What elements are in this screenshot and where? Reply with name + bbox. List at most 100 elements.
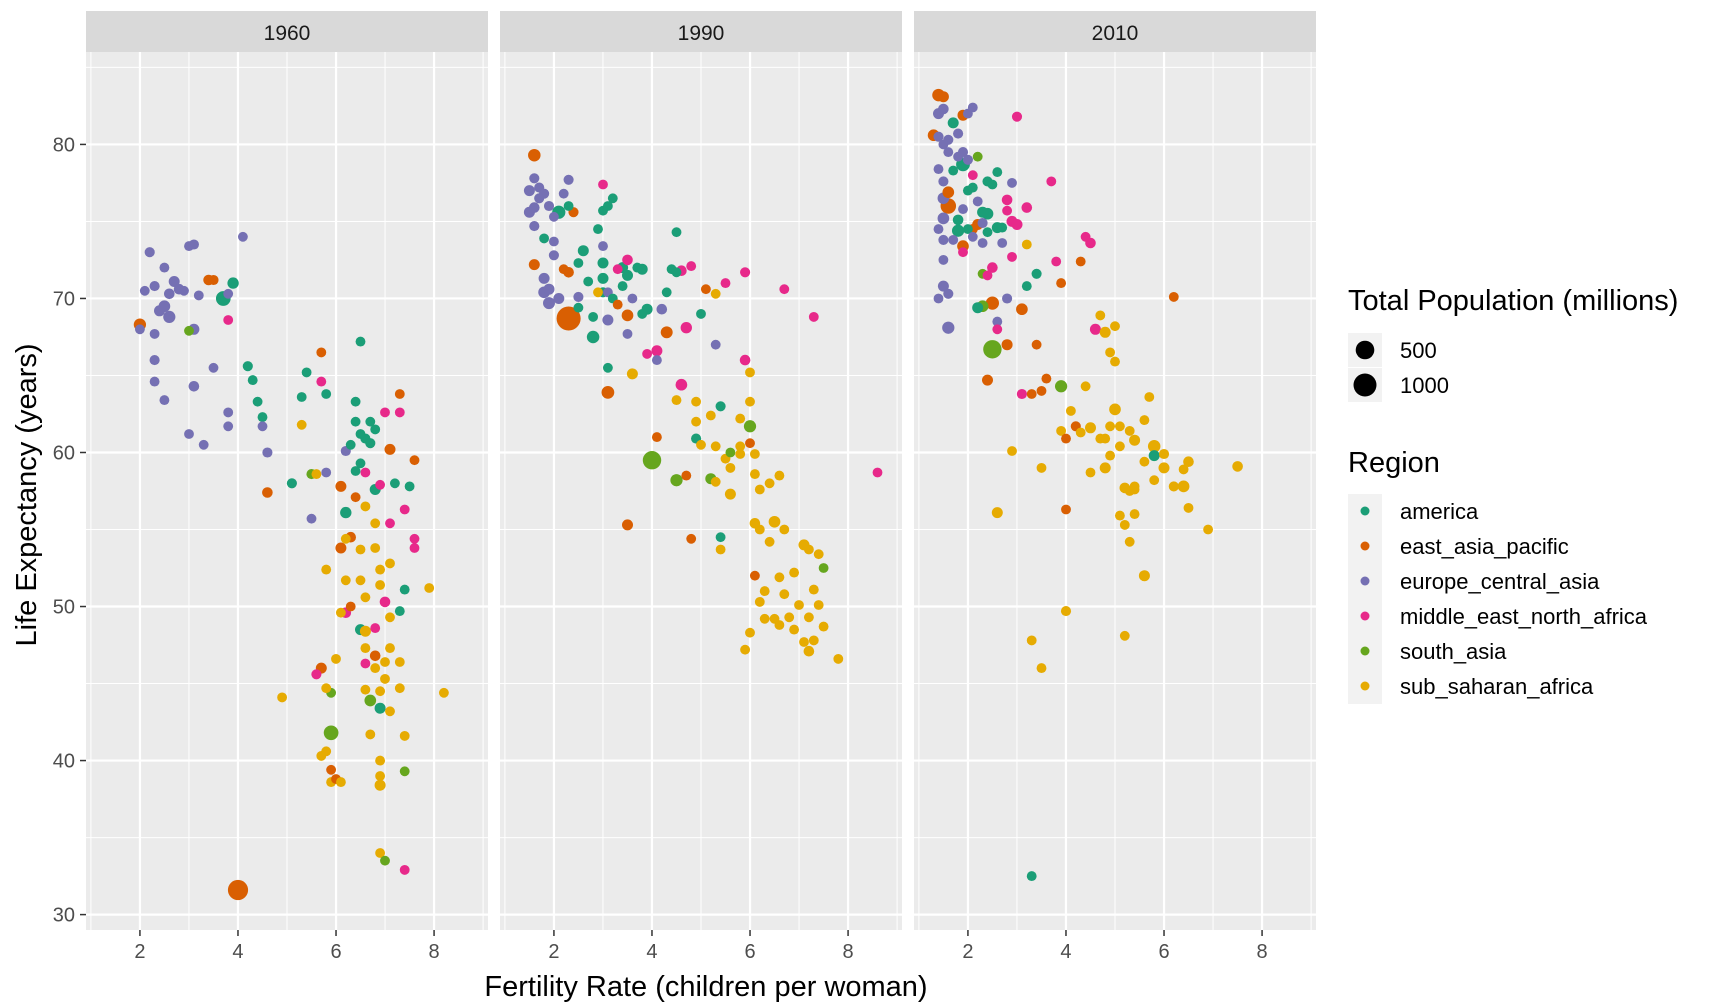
- point-sub_saharan_africa: [715, 544, 726, 555]
- point-america: [227, 277, 239, 289]
- point-europe_central_asia: [938, 103, 949, 115]
- point-europe_central_asia: [159, 395, 170, 406]
- point-america: [355, 336, 366, 347]
- point-europe_central_asia: [163, 310, 176, 324]
- point-sub_saharan_africa: [754, 596, 765, 607]
- point-europe_central_asia: [149, 376, 160, 387]
- point-america: [967, 182, 978, 193]
- point-sub_saharan_africa: [1100, 433, 1111, 444]
- point-middle_east_north_africa: [992, 324, 1003, 335]
- point-sub_saharan_africa: [1139, 415, 1150, 426]
- point-europe_central_asia: [134, 324, 145, 335]
- point-europe_central_asia: [154, 305, 165, 317]
- point-middle_east_north_africa: [399, 864, 410, 875]
- point-east_asia_pacific: [326, 764, 337, 775]
- point-sub_saharan_africa: [1109, 403, 1121, 416]
- color-legend-dot-europe_central_asia: [1360, 576, 1370, 586]
- y-tick-label: 80: [53, 134, 75, 156]
- point-sub_saharan_africa: [1036, 663, 1047, 674]
- point-europe_central_asia: [992, 316, 1003, 327]
- point-europe_central_asia: [223, 288, 234, 299]
- point-europe_central_asia: [943, 147, 954, 158]
- size-legend-dot: [1355, 340, 1375, 360]
- color-legend-label: europe_central_asia: [1400, 569, 1600, 594]
- facet-strip-1960: [86, 11, 488, 52]
- point-america: [962, 224, 973, 235]
- point-east_asia_pacific: [749, 570, 760, 581]
- point-america: [296, 392, 307, 402]
- point-sub_saharan_africa: [991, 507, 1003, 519]
- point-america: [355, 458, 366, 469]
- point-middle_east_north_africa: [598, 179, 608, 190]
- x-tick-label: 2: [134, 941, 145, 963]
- point-america: [252, 396, 263, 407]
- point-sub_saharan_africa: [1110, 321, 1120, 332]
- point-middle_east_north_africa: [872, 467, 883, 478]
- point-sub_saharan_africa: [335, 607, 346, 618]
- point-sub_saharan_africa: [1129, 434, 1141, 446]
- point-europe_central_asia: [543, 283, 555, 295]
- point-europe_central_asia: [977, 217, 988, 229]
- point-east_asia_pacific: [686, 533, 697, 544]
- point-south_asia: [972, 151, 983, 162]
- point-east_asia_pacific: [1041, 373, 1052, 384]
- point-sub_saharan_africa: [374, 779, 386, 791]
- point-america: [622, 269, 633, 281]
- point-sub_saharan_africa: [774, 620, 785, 630]
- point-middle_east_north_africa: [982, 270, 993, 281]
- point-sub_saharan_africa: [813, 600, 824, 610]
- point-middle_east_north_africa: [622, 254, 633, 266]
- y-axis-title: Life Expectancy (years): [11, 343, 43, 646]
- point-sub_saharan_africa: [1203, 524, 1214, 535]
- point-europe_central_asia: [933, 224, 944, 235]
- point-europe_central_asia: [1002, 293, 1013, 304]
- facet-label: 1990: [678, 22, 725, 45]
- size-legend-label: 1000: [1400, 373, 1449, 398]
- point-east_asia_pacific: [335, 542, 347, 554]
- point-sub_saharan_africa: [1124, 425, 1135, 436]
- point-sub_saharan_africa: [779, 589, 790, 600]
- point-sub_saharan_africa: [355, 575, 366, 586]
- point-sub_saharan_africa: [764, 536, 775, 547]
- point-europe_central_asia: [602, 314, 614, 326]
- point-sub_saharan_africa: [1075, 427, 1086, 438]
- point-sub_saharan_africa: [710, 476, 721, 487]
- point-middle_east_north_africa: [1007, 251, 1017, 262]
- facet-strip-2010: [914, 11, 1316, 52]
- point-sub_saharan_africa: [375, 848, 386, 858]
- point-east_asia_pacific: [1168, 291, 1179, 302]
- point-middle_east_north_africa: [958, 247, 968, 258]
- point-sub_saharan_africa: [1177, 480, 1190, 493]
- point-sub_saharan_africa: [1183, 456, 1194, 468]
- point-sub_saharan_africa: [745, 396, 755, 407]
- point-europe_central_asia: [548, 211, 559, 222]
- point-america: [696, 308, 706, 319]
- point-sub_saharan_africa: [1183, 502, 1194, 513]
- point-sub_saharan_africa: [833, 653, 844, 664]
- size-legend: 500 1000: [1348, 333, 1449, 402]
- point-sub_saharan_africa: [745, 367, 755, 378]
- point-america: [321, 389, 332, 399]
- point-east_asia_pacific: [1056, 278, 1067, 289]
- point-middle_east_north_africa: [739, 354, 751, 366]
- point-middle_east_north_africa: [399, 504, 410, 515]
- point-middle_east_north_africa: [740, 267, 751, 278]
- point-east_asia_pacific: [985, 296, 1000, 310]
- point-south_asia: [670, 474, 683, 487]
- point-europe_central_asia: [149, 281, 160, 292]
- point-middle_east_north_africa: [316, 376, 327, 387]
- point-sub_saharan_africa: [735, 413, 746, 424]
- point-sub_saharan_africa: [671, 395, 682, 406]
- point-sub_saharan_africa: [321, 683, 332, 694]
- point-sub_saharan_africa: [360, 501, 371, 512]
- point-middle_east_north_africa: [1089, 323, 1101, 335]
- point-sub_saharan_africa: [745, 627, 755, 638]
- point-east_asia_pacific: [982, 374, 993, 386]
- point-america: [715, 532, 726, 543]
- color-legend-label: east_asia_pacific: [1400, 534, 1569, 559]
- size-legend-title: Total Population (millions): [1348, 285, 1678, 317]
- y-tick-label: 70: [53, 288, 75, 310]
- point-sub_saharan_africa: [789, 567, 800, 578]
- point-sub_saharan_africa: [394, 683, 405, 694]
